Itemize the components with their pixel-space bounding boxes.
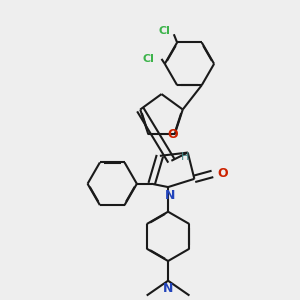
Text: N: N: [163, 282, 173, 296]
Text: Cl: Cl: [158, 26, 170, 36]
Text: Cl: Cl: [142, 54, 154, 64]
Text: O: O: [218, 167, 228, 180]
Text: N: N: [164, 189, 175, 202]
Text: H: H: [181, 152, 189, 163]
Text: O: O: [168, 128, 178, 141]
